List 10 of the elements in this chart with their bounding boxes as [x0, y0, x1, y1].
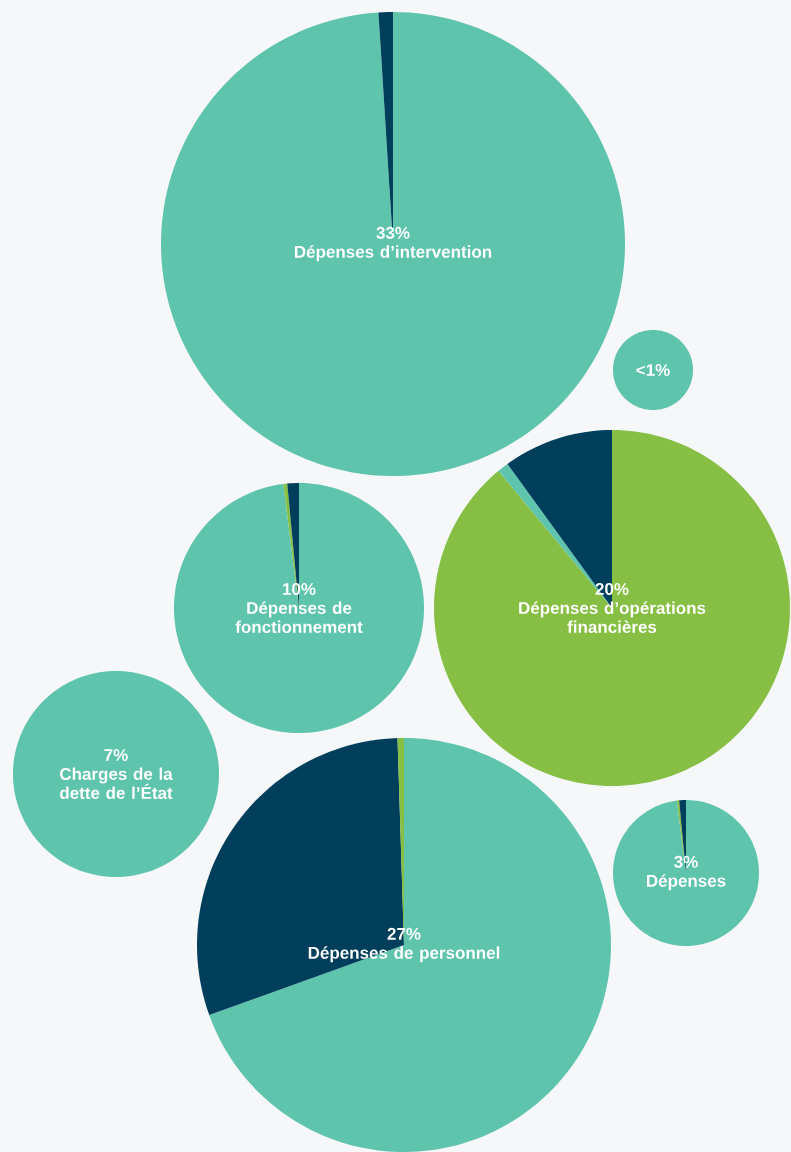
text: Dépenses de fonctionnement	[235, 601, 363, 634]
text: 7%	[104, 749, 128, 761]
text: 3%	[674, 855, 698, 868]
text: Dépenses	[646, 874, 726, 891]
text: Dépenses d’intervention	[294, 245, 492, 262]
text: Charges de la dette de l’État	[60, 767, 173, 799]
text: Dépenses de personnel	[308, 946, 500, 963]
text: 33%	[376, 226, 410, 239]
text: <1%	[636, 364, 670, 376]
text: Dépenses d’opérations financières	[519, 601, 706, 634]
